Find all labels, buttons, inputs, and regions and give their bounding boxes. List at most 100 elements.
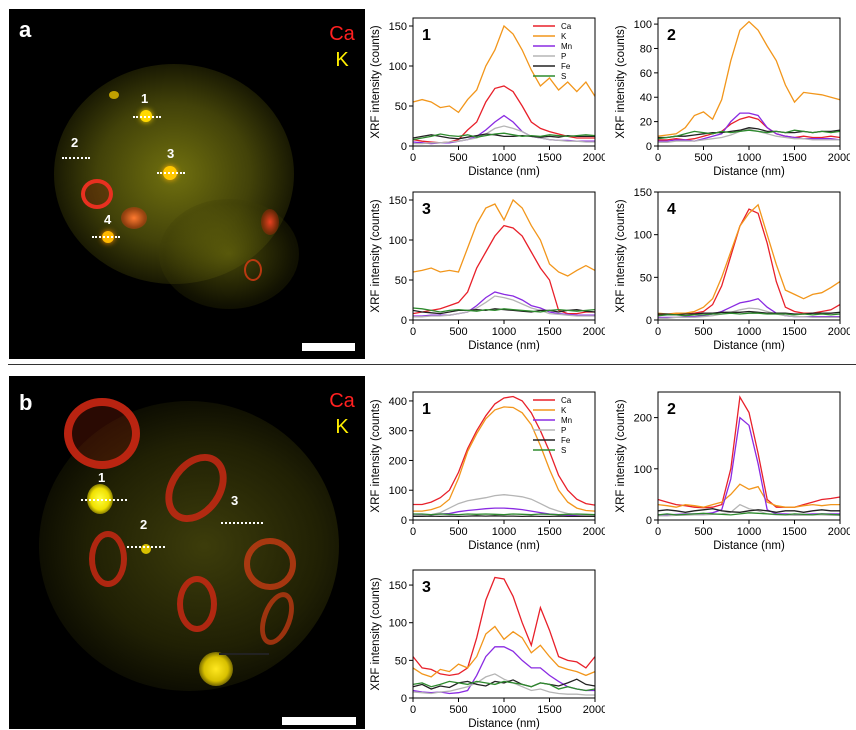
chart-b1-series-k [413, 406, 596, 512]
chart-a2-xtick-label: 0 [655, 152, 661, 164]
chart-a4-series-k [657, 203, 841, 315]
line-chart-a4: 0 500 1000 1500 2000 0 50 100 150 Distance (nm) XR… [615, 187, 850, 352]
chart-a2-ytick-label: 0 [646, 141, 652, 153]
chart-b2-ytick-label: 0 [646, 515, 652, 527]
chart-b1-xlabel: Distance (nm) [468, 540, 540, 552]
channel-label-k-b: K [335, 416, 349, 438]
panel-letter-a: a [19, 17, 32, 42]
chart-b2-xtick-label: 1000 [737, 526, 761, 538]
chart-b3-ytick-label: 0 [401, 693, 407, 705]
chart-b3-series-k [412, 625, 596, 678]
chart-a1-xtick-label: 0 [410, 152, 416, 164]
ca-spot-a-2 [261, 209, 279, 235]
chart-a3-series-p [413, 295, 595, 318]
chart-a1-series-p [413, 125, 595, 145]
microscopy-image-b: b Ca K 1 2 3 [9, 376, 365, 729]
chart-b1-frame [412, 391, 596, 521]
chart-a3-xtick-label: 2000 [583, 326, 605, 338]
roi-line-b-3 [221, 522, 263, 524]
chart-b1-xtick-label: 1000 [492, 526, 516, 538]
chart-b1-legend-label-mn: Mn [561, 416, 572, 425]
chart-b2-number: 2 [667, 401, 676, 418]
chart-a3-number: 3 [422, 201, 431, 218]
chart-a2-ytick-label: 60 [640, 68, 652, 80]
chart-a1-xtick-label: 1500 [537, 152, 561, 164]
chart-a3-ytick-label: 0 [401, 315, 407, 327]
chart-a4-series-p [658, 307, 840, 319]
chart-a3-xtick-label: 0 [410, 326, 416, 338]
chart-a3-frame [412, 191, 596, 321]
chart-b2-frame [657, 391, 841, 521]
roi-line-a-2 [62, 157, 90, 159]
chart-a2-ytick-label: 100 [634, 19, 652, 31]
channel-label-ca-a: Ca [329, 23, 355, 45]
k-spot-a-5 [109, 91, 119, 99]
chart-a1-ytick-label: 150 [389, 21, 407, 33]
chart-b1-ytick-label: 0 [401, 515, 407, 527]
chart-a1-ytick-label: 100 [389, 61, 407, 73]
roi-label-b-3: 3 [231, 493, 239, 508]
chart-b2-ylabel: XRF intensity (counts) [615, 399, 627, 512]
chart-a1-ytick-label: 50 [395, 101, 407, 113]
chart-b3-xtick-label: 1000 [492, 704, 516, 716]
chart-a3-series-fe [412, 308, 596, 315]
chart-a3-xtick-label: 1000 [492, 326, 516, 338]
chart-a1-legend-label-ca: Ca [561, 22, 572, 31]
chart-b3-series-ca [412, 576, 596, 677]
ca-ring-b-5 [244, 538, 296, 590]
roi-label-a-3: 3 [167, 146, 175, 161]
chart-a1-ylabel: XRF intensity (counts) [370, 25, 382, 138]
scale-bar-a [302, 343, 355, 351]
chart-a4-xtick-label: 0 [655, 326, 661, 338]
chart-a4-xtick-label: 1000 [737, 326, 761, 338]
chart-a4-number: 4 [667, 201, 676, 218]
chart-b1-legend-label-ca: Ca [561, 396, 572, 405]
chart-a2-series-ca [658, 116, 841, 141]
chart-b1-xtick-label: 0 [410, 526, 416, 538]
chart-a4-xlabel: Distance (nm) [713, 340, 785, 352]
ca-spot-a-1 [121, 207, 147, 229]
panel-divider [8, 364, 856, 365]
chart-b1-ytick-label: 100 [389, 485, 407, 497]
chart-a1-series-k [412, 24, 596, 114]
chart-b1-series-ca [413, 395, 596, 506]
chart-b1-series-s [413, 513, 596, 516]
roi-label-a-2: 2 [71, 135, 79, 150]
k-spot-b-3 [141, 544, 151, 554]
chart-b1-series-fe [413, 515, 595, 518]
chart-b1-ytick-label: 300 [389, 426, 407, 438]
line-chart-a3: 0 500 1000 1500 2000 0 50 100 150 Distance (nm) XR… [370, 191, 605, 352]
chart-a2-xlabel: Distance (nm) [713, 166, 785, 178]
chart-b2-series-k [657, 483, 840, 508]
chart-a1-series-mn [412, 114, 595, 145]
ca-ring-b-4 [177, 576, 217, 632]
panel-letter-b: b [19, 390, 33, 415]
chart-a2-xtick-label: 1500 [782, 152, 806, 164]
chart-a3-series-s [412, 307, 596, 313]
chart-a1-legend-label-k: K [561, 32, 567, 41]
chart-a2-xtick-label: 1000 [737, 152, 761, 164]
chart-a4-xtick-label: 1500 [782, 326, 806, 338]
chart-a1-legend-label-s: S [561, 72, 566, 81]
chart-b2-series-mn [658, 416, 840, 516]
chart-a3-series-k [412, 198, 596, 277]
chart-b3-xtick-label: 0 [410, 704, 416, 716]
chart-b3-series-mn [412, 646, 595, 695]
ca-ring-b-1 [64, 398, 140, 469]
chart-b2-xtick-label: 0 [655, 526, 661, 538]
chart-a2-ylabel: XRF intensity (counts) [615, 25, 627, 138]
ca-ring-a [81, 179, 113, 209]
chart-a2-ytick-label: 40 [640, 92, 652, 104]
chart-a1-number: 1 [422, 27, 431, 44]
chart-a2-series-s [657, 129, 841, 140]
chart-a3-ytick-label: 50 [395, 275, 407, 287]
chart-b3-xtick-label: 2000 [583, 704, 605, 716]
chart-a2-xtick-label: 500 [694, 152, 712, 164]
chart-a2-series-k [657, 20, 841, 137]
chart-b1-xtick-label: 2000 [583, 526, 605, 538]
line-chart-b1: 0 500 1000 1500 2000 0 100 200 300 400 Distance (n… [370, 391, 605, 552]
roi-label-a-4: 4 [104, 212, 112, 227]
chart-a2-series-p [658, 128, 840, 143]
roi-line-b-1 [81, 499, 127, 501]
